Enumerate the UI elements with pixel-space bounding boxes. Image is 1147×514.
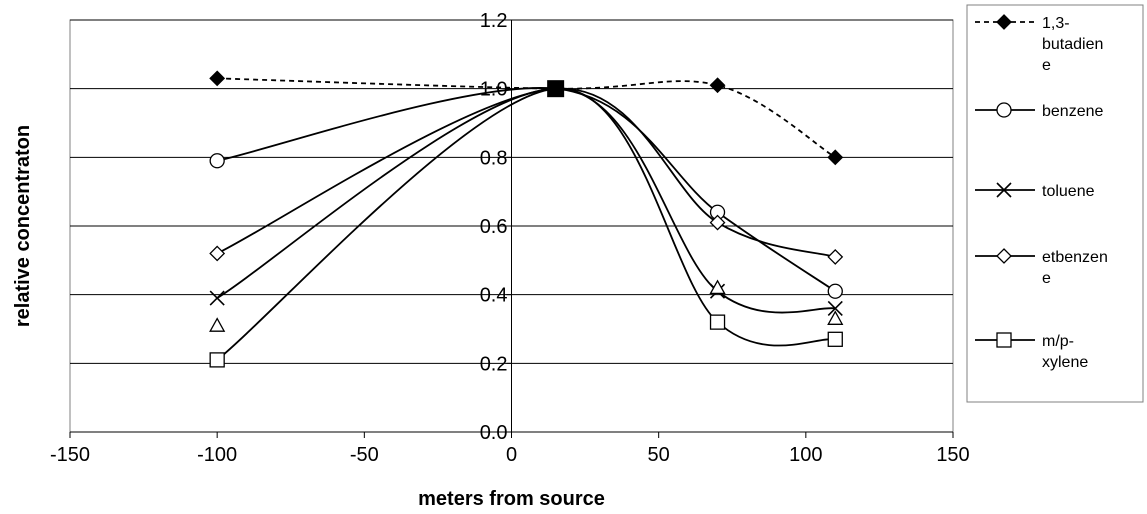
series-line — [216, 87, 836, 258]
data-point — [709, 214, 726, 231]
x-tick-label: -100 — [197, 444, 237, 466]
legend-marker — [996, 182, 1012, 198]
data-point — [709, 314, 726, 330]
data-point — [209, 290, 225, 306]
y-tick-label: 1.0 — [480, 79, 508, 101]
legend-label: e — [1042, 57, 1051, 74]
y-tick-label: 0.2 — [480, 353, 508, 375]
legend-marker — [996, 14, 1012, 30]
data-point — [709, 77, 726, 94]
x-tick-label: -150 — [50, 444, 90, 466]
legend-box — [966, 4, 1144, 403]
legend-label: butadien — [1042, 36, 1103, 53]
legend-label: e — [1042, 270, 1051, 287]
x-axis-title: meters from source — [418, 488, 605, 510]
legend-marker — [996, 102, 1012, 118]
legend-label: 1,3- — [1042, 15, 1070, 32]
series-line — [216, 87, 836, 314]
y-axis-title: relative concentraton — [12, 125, 34, 327]
data-point — [209, 352, 225, 368]
legend-label: etbenzen — [1042, 249, 1108, 266]
data-point — [209, 153, 225, 169]
x-tick-label: 50 — [648, 444, 670, 466]
data-point — [827, 300, 843, 316]
y-tick-label: 0.8 — [480, 147, 508, 169]
data-point — [209, 70, 226, 87]
x-tick-label: 150 — [936, 444, 969, 466]
x-tick-label: 0 — [506, 444, 517, 466]
x-tick-label: 100 — [789, 444, 822, 466]
data-point — [827, 310, 844, 325]
data-point — [827, 248, 844, 265]
y-tick-label: 0.6 — [480, 216, 508, 238]
data-point — [547, 80, 565, 98]
series-line — [216, 87, 836, 292]
data-point — [827, 283, 843, 299]
legend-label: xylene — [1042, 354, 1088, 371]
legend-label: m/p- — [1042, 333, 1074, 350]
legend-label: toluene — [1042, 183, 1095, 200]
y-tick-label: 0.0 — [480, 422, 508, 444]
y-tick-label: 1.2 — [480, 10, 508, 32]
data-point — [209, 317, 226, 332]
x-tick-label: -50 — [350, 444, 379, 466]
legend-marker — [996, 332, 1012, 348]
y-tick-label: 0.4 — [480, 285, 508, 307]
series-line — [216, 87, 836, 361]
data-point — [709, 279, 726, 295]
legend-label: benzene — [1042, 103, 1103, 120]
data-point — [827, 149, 844, 166]
data-point — [827, 331, 843, 347]
series-line — [217, 77, 836, 159]
data-point — [209, 245, 226, 262]
legend-marker — [996, 248, 1012, 264]
